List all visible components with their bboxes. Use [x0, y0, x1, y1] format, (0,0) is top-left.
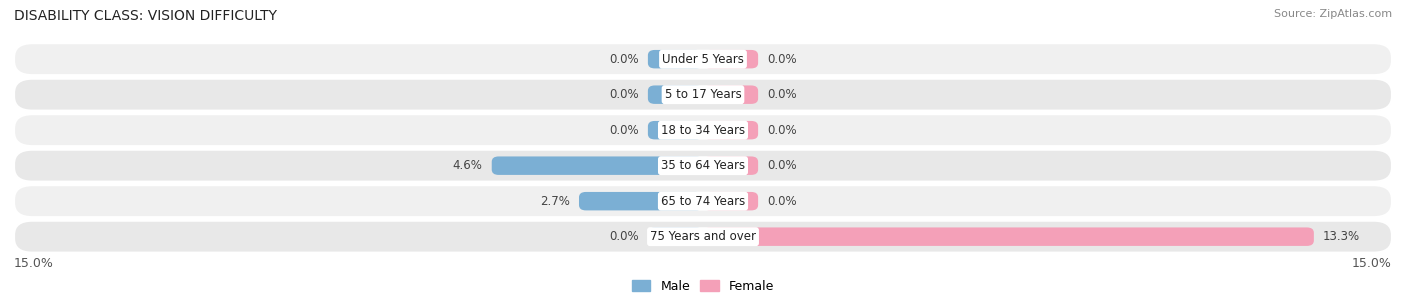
FancyBboxPatch shape	[579, 192, 703, 210]
Text: 0.0%: 0.0%	[609, 53, 638, 66]
Text: 18 to 34 Years: 18 to 34 Years	[661, 124, 745, 137]
Text: 0.0%: 0.0%	[768, 88, 797, 101]
FancyBboxPatch shape	[703, 228, 1313, 246]
FancyBboxPatch shape	[703, 121, 758, 139]
FancyBboxPatch shape	[14, 185, 1392, 217]
FancyBboxPatch shape	[703, 50, 758, 68]
Text: 0.0%: 0.0%	[768, 53, 797, 66]
FancyBboxPatch shape	[648, 121, 703, 139]
Text: Under 5 Years: Under 5 Years	[662, 53, 744, 66]
FancyBboxPatch shape	[14, 79, 1392, 111]
FancyBboxPatch shape	[648, 228, 703, 246]
FancyBboxPatch shape	[14, 114, 1392, 146]
FancyBboxPatch shape	[14, 43, 1392, 75]
FancyBboxPatch shape	[703, 156, 758, 175]
FancyBboxPatch shape	[492, 156, 703, 175]
FancyBboxPatch shape	[14, 221, 1392, 253]
Text: Source: ZipAtlas.com: Source: ZipAtlas.com	[1274, 9, 1392, 19]
Text: 75 Years and over: 75 Years and over	[650, 230, 756, 243]
Legend: Male, Female: Male, Female	[627, 274, 779, 298]
Text: 13.3%: 13.3%	[1323, 230, 1360, 243]
Text: 35 to 64 Years: 35 to 64 Years	[661, 159, 745, 172]
Text: 5 to 17 Years: 5 to 17 Years	[665, 88, 741, 101]
FancyBboxPatch shape	[703, 192, 758, 210]
Text: 15.0%: 15.0%	[14, 257, 53, 270]
Text: 0.0%: 0.0%	[609, 88, 638, 101]
FancyBboxPatch shape	[648, 50, 703, 68]
Text: 0.0%: 0.0%	[609, 230, 638, 243]
Text: 0.0%: 0.0%	[768, 124, 797, 137]
Text: 0.0%: 0.0%	[768, 195, 797, 208]
Text: 65 to 74 Years: 65 to 74 Years	[661, 195, 745, 208]
Text: 4.6%: 4.6%	[453, 159, 482, 172]
Text: 0.0%: 0.0%	[609, 124, 638, 137]
Text: 0.0%: 0.0%	[768, 159, 797, 172]
Text: 15.0%: 15.0%	[1353, 257, 1392, 270]
FancyBboxPatch shape	[648, 85, 703, 104]
Text: 2.7%: 2.7%	[540, 195, 569, 208]
FancyBboxPatch shape	[703, 85, 758, 104]
Text: DISABILITY CLASS: VISION DIFFICULTY: DISABILITY CLASS: VISION DIFFICULTY	[14, 9, 277, 23]
FancyBboxPatch shape	[14, 150, 1392, 182]
